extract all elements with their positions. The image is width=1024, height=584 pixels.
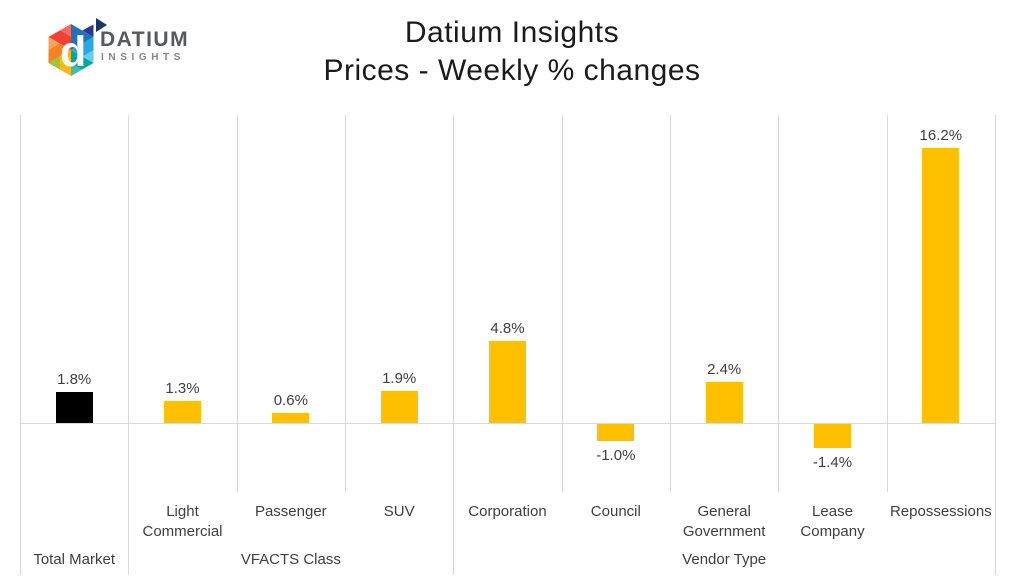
zero-axis-line xyxy=(20,423,995,424)
category-label-council: Council xyxy=(590,503,641,520)
bar-council xyxy=(597,424,635,441)
category-separator-line xyxy=(561,115,563,492)
chart-title-line1: Datium Insights xyxy=(404,16,620,49)
logo-subtitle-text: INSIGHTS xyxy=(101,52,186,63)
category-label-total-market: Total Market xyxy=(33,551,116,568)
category-label-suv: SUV xyxy=(383,503,415,520)
bar-repossessions xyxy=(922,147,960,423)
category-separator-line xyxy=(886,115,888,492)
bar-light-commercial xyxy=(164,400,201,423)
chart-title: Datium Insights Prices - Weekly % change… xyxy=(0,14,1024,90)
category-label-passenger: Passenger xyxy=(254,503,327,520)
category-separator-line xyxy=(670,115,671,492)
category-separator-line xyxy=(345,115,346,492)
data-label-corporation: 4.8% xyxy=(490,320,525,338)
bar-total-market xyxy=(55,392,93,423)
bar-passenger xyxy=(272,412,310,423)
category-label-repossessions: Repossessions xyxy=(889,503,992,520)
data-label-council: -1.0% xyxy=(596,447,636,464)
category-label-lease-company: Lease Company xyxy=(800,503,865,540)
datium-logo: d DATIUM INSIGHTS xyxy=(44,14,304,80)
category-separator-line xyxy=(128,115,130,575)
category-label-general-government: General Government xyxy=(682,503,766,540)
data-label-light-commercial: 1.3% xyxy=(165,379,200,397)
logo-brand-text: DATIUM xyxy=(100,28,190,51)
data-label-passenger: 0.6% xyxy=(273,391,308,409)
group-label-vfacts-class: VFACTS Class xyxy=(240,551,341,568)
data-label-repossessions: 16.2% xyxy=(919,126,963,144)
category-separator-line xyxy=(778,115,780,492)
category-separator-line xyxy=(453,115,455,575)
data-label-general-government: 2.4% xyxy=(707,361,742,379)
category-separator-line xyxy=(236,115,238,492)
bar-general-government xyxy=(705,382,743,423)
data-label-total-market: 1.8% xyxy=(57,371,92,389)
data-label-lease-company: -1.4% xyxy=(812,453,853,471)
bar-corporation xyxy=(489,341,526,423)
category-label-corporation: Corporation xyxy=(468,503,547,520)
bar-lease-company xyxy=(814,424,851,448)
category-separator-line xyxy=(20,115,21,575)
data-label-suv: 1.9% xyxy=(382,369,417,387)
bar-suv xyxy=(380,390,418,423)
chart-title-line2: Prices - Weekly % changes xyxy=(323,54,701,87)
datium-hexagon-icon: d xyxy=(48,18,107,76)
group-label-vendor-type: Vendor Type xyxy=(682,551,767,568)
category-separator-line xyxy=(995,115,996,575)
svg-text:d: d xyxy=(60,28,86,76)
category-label-light-commercial: Light Commercial xyxy=(142,503,223,540)
